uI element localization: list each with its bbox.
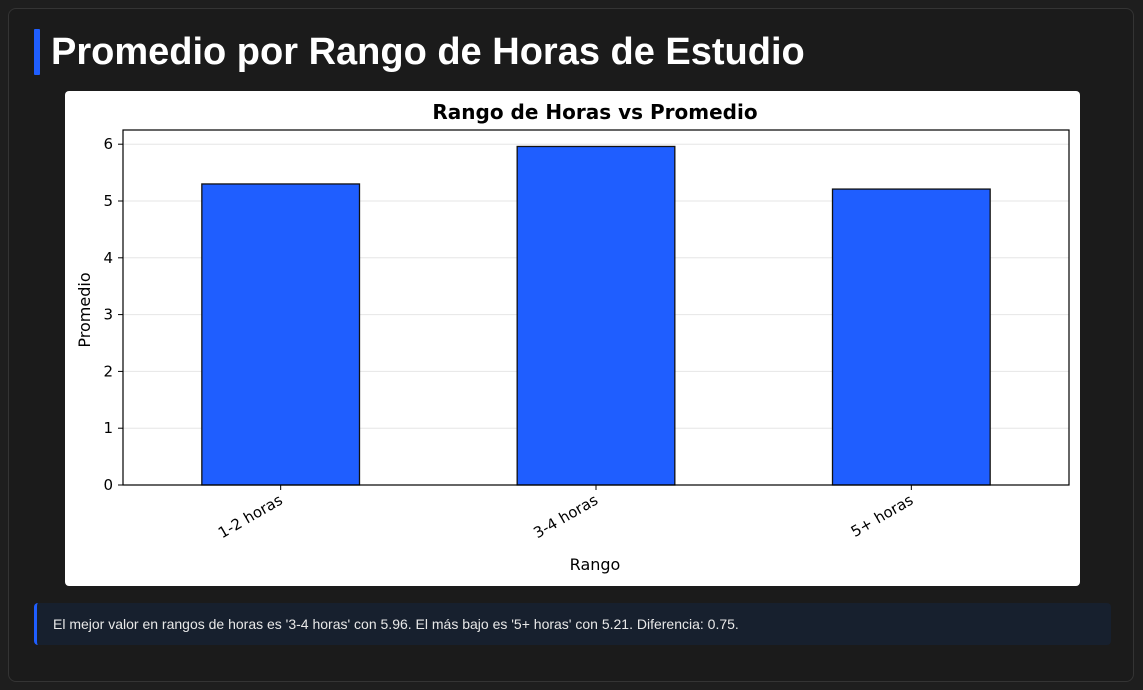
x-tick-label: 1-2 horas: [215, 491, 286, 542]
x-tick-label: 3-4 horas: [530, 491, 601, 542]
bar: [516, 145, 676, 486]
x-tick-label: 5+ horas: [848, 491, 917, 541]
chart-panel: Promedio por Rango de Horas de Estudio R…: [8, 8, 1134, 682]
y-tick-label: 5: [103, 192, 113, 210]
x-axis-label: Rango: [570, 555, 621, 574]
y-tick-label: 2: [103, 362, 113, 380]
page-heading: Promedio por Rango de Horas de Estudio: [34, 29, 805, 75]
heading-accent-bar: [34, 29, 40, 75]
bar: [831, 188, 991, 486]
page-title: Promedio por Rango de Horas de Estudio: [51, 31, 805, 73]
y-tick-label: 4: [103, 249, 113, 267]
y-axis-ticks: 0 1 2 3 4 5 6: [103, 135, 123, 494]
bar: [201, 183, 361, 486]
bars: [201, 145, 991, 486]
chart-title: Rango de Horas vs Promedio: [432, 100, 757, 124]
bar-chart: Rango de Horas vs Promedio 0 1 2 3 4 5 6 1-2 h…: [75, 100, 1070, 574]
x-axis-ticks: 1-2 horas 3-4 horas 5+ horas: [215, 485, 916, 542]
y-tick-label: 1: [103, 419, 113, 437]
y-tick-label: 0: [103, 476, 113, 494]
summary-note: El mejor valor en rangos de horas es '3-…: [34, 603, 1111, 645]
summary-note-text: El mejor valor en rangos de horas es '3-…: [53, 616, 739, 632]
chart-card: Rango de Horas vs Promedio 0 1 2 3 4 5 6 1-2 h…: [65, 91, 1080, 586]
y-tick-label: 3: [103, 306, 113, 324]
y-tick-label: 6: [103, 135, 113, 153]
y-axis-label: Promedio: [75, 272, 94, 347]
